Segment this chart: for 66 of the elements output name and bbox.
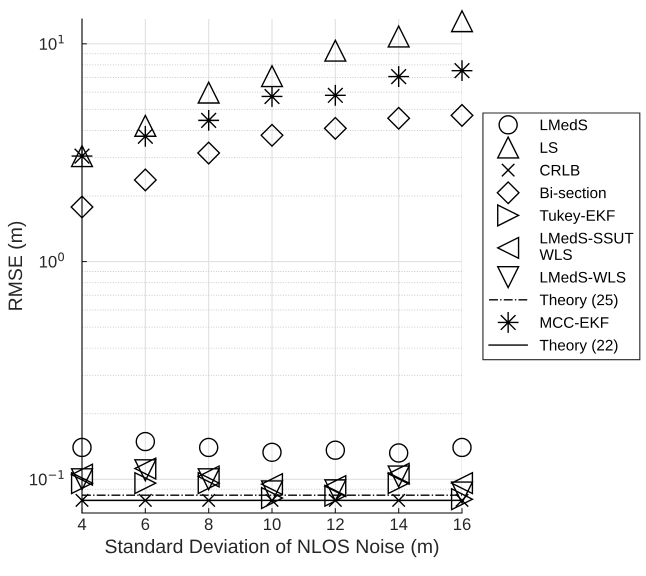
- point: [72, 438, 92, 458]
- point: [326, 440, 346, 460]
- point: [324, 116, 347, 140]
- x-tick-label: 4: [78, 518, 86, 530]
- point: [450, 481, 474, 504]
- legend-label: LMedS-SSUT WLS: [540, 232, 634, 260]
- point: [198, 472, 220, 494]
- legend-label: Theory (25): [540, 294, 618, 308]
- point: [197, 142, 220, 165]
- point: [388, 65, 410, 88]
- point: [70, 472, 94, 494]
- point: [70, 464, 94, 486]
- legend-label: LMedS: [540, 119, 588, 130]
- legend-label: Tukey-EKF: [540, 210, 615, 224]
- point: [198, 438, 218, 458]
- legend-label: CRLB: [540, 164, 580, 176]
- y-tick-label: 10$^{−1}$: [30, 470, 64, 486]
- point: [450, 472, 474, 494]
- x-tick-label: 16: [454, 518, 471, 530]
- legend-label: MCC-EKF: [540, 317, 608, 328]
- x-axis-title: Standard Deviation of NLOS Noise (m): [105, 538, 438, 558]
- legend-label: Bi-section: [540, 187, 606, 198]
- point: [450, 60, 474, 82]
- point: [70, 196, 94, 219]
- point: [450, 488, 474, 510]
- point: [75, 493, 89, 508]
- point: [450, 104, 474, 127]
- point: [262, 442, 282, 462]
- point: [134, 472, 156, 494]
- y-tick-label: 10$^{0}$: [40, 252, 64, 268]
- point: [260, 124, 284, 147]
- y-axis-title: RMSE (m): [8, 222, 26, 310]
- point: [260, 85, 284, 108]
- legend-label: LS: [540, 142, 558, 153]
- point: [324, 475, 346, 498]
- x-tick-label: 12: [327, 518, 344, 530]
- point: [260, 473, 284, 496]
- y-tick-label: 10$^{1}$: [40, 34, 64, 50]
- legend-label: Theory (22): [540, 339, 618, 354]
- point: [388, 472, 410, 494]
- legend-label: LMedS-WLS: [540, 271, 626, 283]
- point: [134, 168, 157, 192]
- point: [136, 432, 156, 452]
- x-tick-label: 10: [264, 518, 281, 530]
- point: [450, 10, 474, 32]
- point: [198, 109, 220, 132]
- point: [260, 480, 284, 502]
- point: [388, 25, 410, 48]
- x-tick-label: 14: [390, 518, 408, 530]
- point: [260, 65, 284, 88]
- point: [138, 493, 152, 508]
- point: [388, 443, 408, 463]
- x-tick-label: 8: [204, 518, 213, 530]
- point: [70, 468, 94, 490]
- point: [202, 493, 216, 508]
- point: [392, 493, 406, 508]
- point: [324, 479, 346, 502]
- point: [324, 40, 346, 62]
- point: [324, 84, 346, 106]
- point: [198, 81, 220, 104]
- point: [387, 106, 410, 130]
- point: [324, 484, 346, 507]
- x-tick-label: 6: [142, 518, 150, 530]
- point: [134, 114, 156, 137]
- point: [260, 486, 284, 510]
- point: [452, 438, 472, 458]
